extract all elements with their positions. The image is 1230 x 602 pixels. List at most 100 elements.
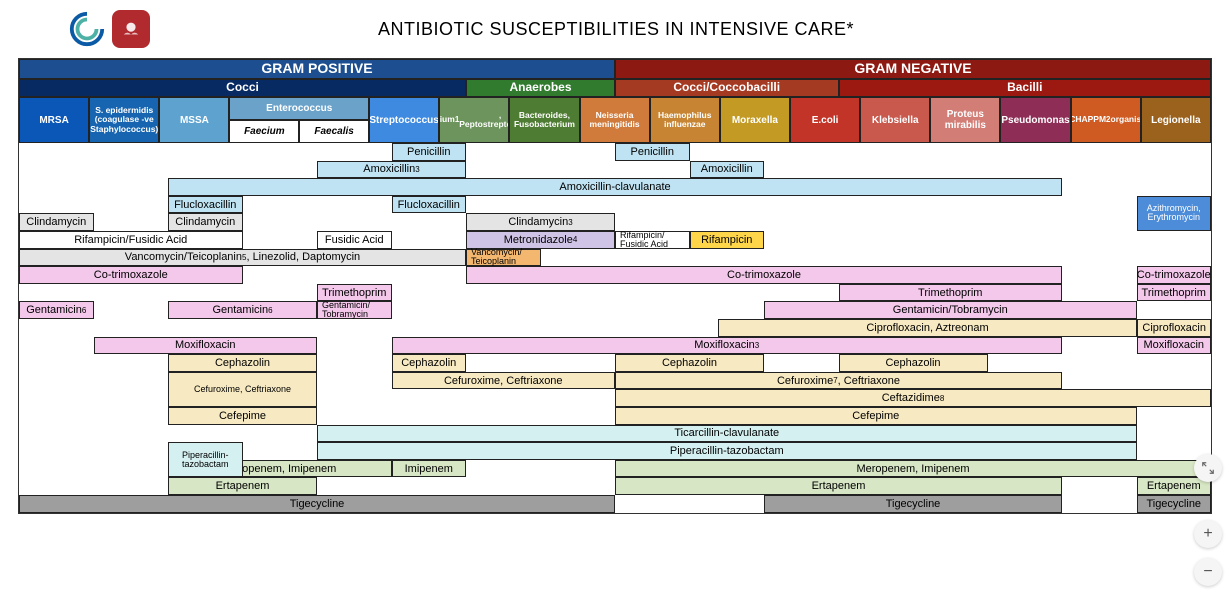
antibiotic-cell: Tigecycline bbox=[764, 495, 1062, 513]
gram-row: GRAM POSITIVE GRAM NEGATIVE bbox=[19, 59, 1211, 79]
antibiotic-row: Moxifloxacin Moxifloxacin3 Moxifloxacin bbox=[19, 337, 1211, 355]
antibiotic-cell: Cephazolin bbox=[168, 354, 317, 372]
organism-header: Legionella bbox=[1141, 97, 1211, 143]
organism-header: Neisseria meningitidis bbox=[580, 97, 650, 143]
antibiotic-cell: Co-trimoxazole bbox=[466, 266, 1062, 284]
antibiotic-row: Rifampicin/Fusidic Acid Fusidic Acid Metro… bbox=[19, 231, 1211, 249]
antibiotic-cell: Cephazolin bbox=[839, 354, 988, 372]
antibiotic-row: Gentamicin6Gentamicin6Gentamicin/ Tobram… bbox=[19, 301, 1211, 319]
organism-header-group: EnterococcusFaeciumFaecalis bbox=[229, 97, 369, 143]
antibiotic-cell: Moxifloxacin3 bbox=[392, 337, 1063, 355]
page-title: ANTIBIOTIC SUSCEPTIBILITIES IN INTENSIVE… bbox=[150, 19, 1082, 40]
organism-header: E.coli bbox=[790, 97, 860, 143]
antibiotic-row: Ciprofloxacin, AztreonamCiprofloxacin bbox=[19, 319, 1211, 337]
antibiotic-row: CefepimeCefepime bbox=[19, 407, 1211, 425]
organism-header: MSSA bbox=[159, 97, 229, 143]
organism-header: Pseudomonas bbox=[1000, 97, 1070, 143]
antibiotic-cell: Co-trimoxazole bbox=[1137, 266, 1212, 284]
logo-group bbox=[68, 10, 150, 48]
antibiotic-row: Amoxicillin-clavulanate bbox=[19, 178, 1211, 196]
antibiotic-cell: Vancomycin/Teicoplanin5, Linezolid, Dapt… bbox=[19, 249, 466, 267]
organism-row: MRSAS. epidermidis (coagulase -ve Staphy… bbox=[19, 97, 1211, 143]
antibiotic-row: Co-trimoxazole Co-trimoxazole Co-trimoxazo… bbox=[19, 266, 1211, 284]
antibiotic-cell: Co-trimoxazole bbox=[19, 266, 243, 284]
organism-subheader: Faecalis bbox=[299, 120, 369, 143]
gram-positive-header: GRAM POSITIVE bbox=[19, 59, 615, 79]
organism-header: MRSA bbox=[19, 97, 89, 143]
antibiotic-cell: Moxifloxacin bbox=[94, 337, 318, 355]
antibiotic-cell: Amoxicillin3 bbox=[317, 161, 466, 179]
antibiotic-cell: Fusidic Acid bbox=[317, 231, 392, 249]
morphology-row: CocciAnaerobesCocci/CoccobacilliBacilli bbox=[19, 79, 1211, 97]
antibiotic-cell: Amoxicillin-clavulanate bbox=[168, 178, 1062, 196]
antibiotic-row: Clindamycin Clindamycin Clindamycin3 bbox=[19, 213, 1211, 231]
morphology-header: Bacilli bbox=[839, 79, 1212, 97]
antibiotic-cell: Rifampicin/Fusidic Acid bbox=[19, 231, 243, 249]
antibiotic-row: Piperacillin-tazobactamPiperacillin-tazo… bbox=[19, 442, 1211, 460]
antibiotic-cell: Piperacillin-tazobactam bbox=[317, 442, 1137, 460]
antibiotic-cell: Flucloxacillin bbox=[168, 196, 243, 214]
organism-header: Streptococcus bbox=[369, 97, 439, 143]
antibiotic-cell: Trimethoprim bbox=[839, 284, 1063, 302]
antibiotic-cell: Cefuroxime, Ceftriaxone bbox=[168, 372, 317, 407]
collapse-icon bbox=[1201, 461, 1215, 475]
antibiotic-cell: Imipenem bbox=[392, 460, 467, 478]
organism-header: Clostridium1, Peptostreptococcus bbox=[439, 97, 509, 143]
antibiotic-row: Ertapenem Ertapenem Ertapenem bbox=[19, 477, 1211, 495]
antibiotic-cell: Trimethoprim bbox=[317, 284, 392, 302]
antibiotic-cell: Ertapenem bbox=[1137, 477, 1212, 495]
antibiotic-cell: Amoxicillin bbox=[690, 161, 765, 179]
logo-wave-icon bbox=[68, 10, 106, 48]
antibiotic-cell: Moxifloxacin bbox=[1137, 337, 1212, 355]
antibiotic-cell: Gentamicin6 bbox=[19, 301, 94, 319]
antibiotic-cell: Penicillin bbox=[392, 143, 467, 161]
zoom-out-button[interactable]: − bbox=[1194, 558, 1222, 586]
antibiotic-cell: Gentamicin/Tobramycin bbox=[764, 301, 1137, 319]
antibiotic-cell: Metronidazole4 bbox=[466, 231, 615, 249]
gram-negative-header: GRAM NEGATIVE bbox=[615, 59, 1211, 79]
antibiotic-cell: Gentamicin6 bbox=[168, 301, 317, 319]
antibiotic-row: CephazolinCephazolinCephazolinCephazolin bbox=[19, 354, 1211, 372]
antibiotic-cell: Clindamycin bbox=[168, 213, 243, 231]
antibiotic-cell: Clindamycin bbox=[19, 213, 94, 231]
antibiotic-cell: Cefuroxime, Ceftriaxone bbox=[392, 372, 616, 390]
antibiotic-cell: Ertapenem bbox=[168, 477, 317, 495]
antibiotic-row: TigecyclineTigecyclineTigecycline bbox=[19, 495, 1211, 513]
antibiotic-row: Vancomycin/Teicoplanin5, Linezolid, Dapt… bbox=[19, 249, 1211, 267]
antibiotic-cell: Ciprofloxacin bbox=[1137, 319, 1211, 337]
organism-header: Haemophilus influenzae bbox=[650, 97, 720, 143]
zoom-in-button[interactable]: + bbox=[1194, 520, 1222, 548]
antibiotic-row: Amoxicillin3 Amoxicillin bbox=[19, 161, 1211, 179]
organism-header: ESCHAPPM2 organisms bbox=[1071, 97, 1141, 143]
organism-header: Bacteroides, Fusobacterium bbox=[509, 97, 579, 143]
antibiotic-cell: Rifampicin/ Fusidic Acid bbox=[615, 231, 690, 249]
antibiotic-cell: Piperacillin-tazobactam bbox=[168, 442, 243, 477]
organism-header: Klebsiella bbox=[860, 97, 930, 143]
antibiotic-row: FlucloxacillinFlucloxacillinAzithromycin… bbox=[19, 196, 1211, 214]
organism-header: Proteus mirabilis bbox=[930, 97, 1000, 143]
antibiotic-row: PenicillinPenicillin bbox=[19, 143, 1211, 161]
antibiotic-cell: Cefuroxime7, Ceftriaxone bbox=[615, 372, 1062, 390]
antibiotic-cell: Clindamycin3 bbox=[466, 213, 615, 231]
antibiotic-cell: Trimethoprim bbox=[1137, 284, 1212, 302]
antibiotic-cell: Ertapenem bbox=[615, 477, 1062, 495]
organism-header: S. epidermidis (coagulase -ve Staphyloco… bbox=[89, 97, 159, 143]
organism-subheader: Faecium bbox=[229, 120, 299, 143]
antibiotic-cell: Gentamicin/ Tobramycin bbox=[317, 301, 392, 319]
antibiotic-cell: Vancomycin/ Teicoplanin bbox=[466, 249, 541, 267]
fullscreen-collapse-button[interactable] bbox=[1194, 454, 1222, 482]
morphology-header: Cocci/Coccobacilli bbox=[615, 79, 839, 97]
antibiotic-row: Cefuroxime, CeftriaxoneCefuroxime, Ceftr… bbox=[19, 372, 1211, 390]
antibiotic-cell: Meropenem, Imipenem bbox=[615, 460, 1211, 478]
antibiotic-row: Ticarcillin-clavulanate bbox=[19, 425, 1211, 443]
susceptibility-chart: GRAM POSITIVE GRAM NEGATIVE CocciAnaerob… bbox=[18, 58, 1212, 514]
antibiotic-cell: Tigecycline bbox=[19, 495, 615, 513]
antibiotic-cell: Ticarcillin-clavulanate bbox=[317, 425, 1137, 443]
antibiotic-cell: Cephazolin bbox=[392, 354, 467, 372]
morphology-header: Anaerobes bbox=[466, 79, 615, 97]
antibiotic-row: Trimethoprim Trimethoprim Trimethoprim bbox=[19, 284, 1211, 302]
antibiotic-cell: Ciprofloxacin, Aztreonam bbox=[718, 319, 1138, 337]
organism-header: Enterococcus bbox=[229, 97, 369, 120]
antibiotic-cell: Cefepime bbox=[168, 407, 317, 425]
antibiotic-cell: Ceftazidime8 bbox=[615, 389, 1211, 407]
